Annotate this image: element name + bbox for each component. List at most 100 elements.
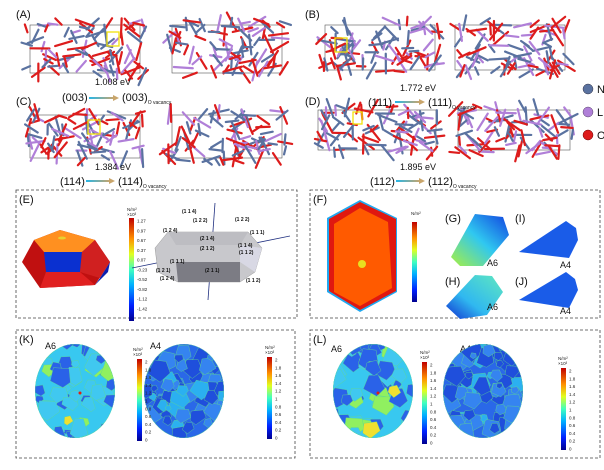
colorbar-tick: 2 [145, 360, 148, 365]
panel-label-a: (A) [16, 9, 31, 21]
svg-text:N/m²: N/m² [127, 207, 137, 212]
colorbar-tick: 1.4 [275, 381, 282, 386]
colorbar-tick: 1.8 [275, 365, 282, 370]
colorbar-l-right [561, 368, 566, 450]
svg-text:1.895 eV: 1.895 eV [400, 162, 436, 172]
panel-label-b: (B) [305, 9, 320, 21]
vacancy-highlight [106, 31, 120, 47]
panel-e-frame [15, 189, 298, 319]
panel-label-c: (C) [16, 96, 31, 108]
colorbar-tick: -1.12 [137, 297, 148, 302]
stress-hexagon-f [327, 200, 397, 312]
miller-label: (1 2 1) [156, 268, 171, 274]
colorbar-tick: 1.8 [430, 370, 437, 375]
miller-label: (1 1 4) [182, 209, 197, 215]
panel-label-d: (D) [305, 96, 320, 108]
colorbar-tick: -0.23 [137, 267, 148, 272]
svg-text:(111)O vacancy: (111)O vacancy [428, 97, 476, 111]
miller-label: (1 2 4) [160, 276, 175, 282]
colorbar-tick: 0.4 [275, 420, 282, 425]
crystal-structure [447, 98, 579, 163]
colorbar-tick: 1.4 [145, 383, 152, 388]
facet-h [446, 275, 503, 319]
colorbar-tick: 1 [275, 397, 278, 402]
panel-l-frame [309, 329, 601, 459]
svg-text:(112): (112) [370, 176, 395, 188]
vacancy-highlight [352, 111, 363, 125]
colorbar-tick: 1.4 [430, 386, 437, 391]
miller-label: (2 1 4) [200, 236, 215, 242]
facet-j [519, 272, 578, 308]
crystal-structure [158, 102, 294, 169]
panel-label-k: (K) [19, 334, 34, 346]
colorbar-tick: 0 [145, 438, 148, 443]
svg-text:×10³: ×10³ [127, 212, 137, 217]
panel-label-e: (E) [19, 194, 34, 206]
miller-label: (2 1 1) [205, 268, 220, 274]
grain-map-l-a4 [443, 344, 523, 438]
transition-003: 1.008 eV (003) (003)O vacancy [62, 77, 172, 106]
colorbar-tick: 2 [569, 369, 572, 374]
colorbar-k-right [267, 357, 272, 439]
miller-label: (1 1 1) [250, 230, 265, 236]
colorbar-tick: 0.6 [569, 423, 576, 428]
colorbar-tick: 1.2 [569, 400, 576, 405]
colorbar-tick: 1.6 [145, 375, 152, 380]
colorbar-f [412, 222, 417, 302]
grain-map-k-a6 [35, 344, 115, 438]
colorbar-scale: ×10³ [265, 350, 275, 355]
colorbar-tick: 1.2 [430, 394, 437, 399]
colorbar-tick: 0.07 [137, 258, 146, 263]
svg-text:(112)O vacancy: (112)O vacancy [428, 176, 477, 190]
svg-text:A6: A6 [487, 302, 498, 312]
colorbar-tick: 0.6 [145, 414, 152, 419]
colorbar-tick: 0 [430, 441, 433, 446]
colorbar-l-right-ticks: 2 1.8 1.6 1.4 1.2 1 0.8 0.6 0.4 0.2 0 [569, 369, 576, 452]
svg-text:O: O [597, 130, 604, 142]
svg-text:(114)O vacancy: (114)O vacancy [118, 176, 167, 190]
miller-label: (1 2 4) [163, 228, 178, 234]
svg-text:1.772 eV: 1.772 eV [400, 83, 436, 93]
miller-label: (2 1 2) [200, 246, 215, 252]
colorbar-tick: -0.82 [137, 287, 148, 292]
crystal-structure [20, 17, 150, 87]
crystal-structure [449, 14, 576, 81]
svg-text:(003)O vacancy: (003)O vacancy [122, 92, 172, 106]
colorbar-tick: 1.4 [569, 392, 576, 397]
svg-text:1.384 eV: 1.384 eV [95, 162, 131, 172]
panel-label-j: (J) [515, 276, 528, 288]
colorbar-tick: -0.52 [137, 277, 148, 282]
miller-label: (1 1 1) [170, 259, 185, 265]
transition-111: 1.772 eV (111) (111)O vacancy [368, 83, 476, 111]
svg-text:A4: A4 [150, 341, 161, 351]
svg-text:A4: A4 [560, 260, 571, 270]
panel-k-frame [15, 329, 296, 459]
colorbar-k-right-ticks: 2 1.8 1.6 1.4 1.2 1 0.8 0.6 0.4 0.2 0 [275, 358, 282, 441]
colorbar-scale: ×10³ [558, 361, 568, 366]
colorbar-tick: 1.6 [430, 378, 437, 383]
panel-label-h: (H) [445, 276, 460, 288]
vacancy-highlight [87, 119, 101, 135]
colorbar-k-left-ticks: 2 1.8 1.6 1.4 1.2 1 0.8 0.6 0.4 0.2 0 [145, 360, 152, 443]
colorbar-scale: ×10³ [133, 352, 143, 357]
colorbar-e [129, 218, 134, 321]
colorbar-tick: 0.4 [430, 425, 437, 430]
colorbar-tick: 0.67 [137, 238, 146, 243]
colorbar-tick: -1.42 [137, 307, 148, 312]
panel-f-frame [309, 189, 601, 319]
colorbar-tick: 1 [569, 408, 572, 413]
colorbar-l-left-ticks: 2 1.8 1.6 1.4 1.2 1 0.8 0.6 0.4 0.2 0 [430, 363, 437, 446]
colorbar-tick: 0.8 [275, 404, 282, 409]
colorbar-tick: 0.6 [275, 412, 282, 417]
colorbar-tick: 0 [569, 447, 572, 452]
miller-label: (1 2 2) [193, 218, 208, 224]
crystal-structure [162, 11, 293, 84]
wulff-shape [131, 202, 291, 301]
colorbar-tick: 0.2 [275, 428, 282, 433]
svg-text:L: L [597, 107, 603, 119]
svg-text:(111): (111) [368, 97, 392, 109]
colorbar-tick: 0.8 [569, 415, 576, 420]
transition-112: 1.895 eV (112) (112)O vacancy [370, 162, 477, 190]
element-legend: N L O [582, 83, 604, 142]
